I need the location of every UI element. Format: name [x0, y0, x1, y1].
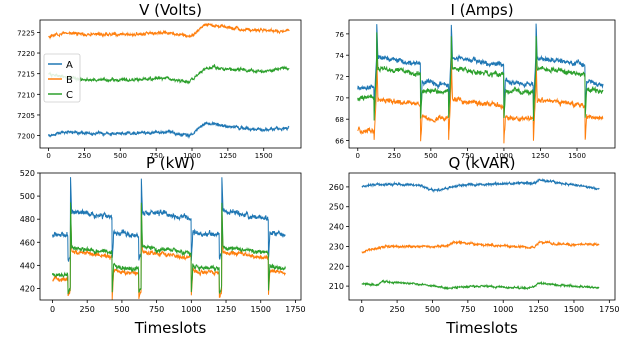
legend-label-b: B	[66, 75, 73, 86]
y-tick-label: 480	[20, 215, 35, 224]
x-axis-label: Timeslots	[134, 319, 207, 337]
legend-label-c: C	[66, 90, 73, 101]
series-line-c	[361, 279, 600, 291]
x-tick-label: 250	[388, 152, 401, 160]
axes-frame	[348, 19, 616, 149]
panel-voltage: 0 250 500 750 1000 1250 1500 7200 7205 7210 7215 72…	[17, 1, 302, 160]
x-axis-label: Timeslots	[445, 319, 518, 337]
series-line-a	[51, 177, 286, 262]
y-tick-label: 66	[335, 138, 344, 146]
series-line-c	[51, 202, 286, 295]
series-line-c	[48, 63, 290, 85]
x-tick-label: 0	[50, 305, 55, 314]
panel-title: P (kW)	[146, 154, 195, 172]
y-tick-label: 240	[329, 223, 344, 232]
x-tick-label: 750	[149, 305, 164, 314]
x-tick-label: 750	[149, 152, 162, 160]
axes-frame	[39, 19, 302, 149]
x-tick-label: 750	[460, 305, 475, 314]
x-tick-label: 1250	[528, 305, 548, 314]
y-tick-label: 520	[20, 169, 35, 178]
series-line-b	[357, 54, 604, 144]
y-tick-label: 260	[329, 183, 344, 192]
x-tick-label: 1500	[564, 305, 584, 314]
x-tick-label: 250	[80, 305, 95, 314]
x-tick-label: 0	[356, 152, 360, 160]
y-tick-label: 230	[329, 242, 344, 251]
y-tick-label: 7200	[17, 133, 35, 141]
x-tick-label: 500	[114, 152, 127, 160]
y-tick-label: 68	[335, 116, 344, 124]
axes-frame	[39, 172, 302, 301]
y-tick-label: 7205	[17, 112, 35, 120]
panel-title: V (Volts)	[139, 1, 202, 19]
series-line-b	[361, 239, 600, 254]
y-tick-label: 460	[20, 238, 35, 247]
x-tick-label: 0	[359, 305, 364, 314]
panel-current: 0 250 500 750 1000 1250 1500 66 68 70 72 74 76 I (Amp…	[335, 1, 616, 160]
x-tick-label: 1000	[181, 305, 201, 314]
y-tick-label: 440	[20, 261, 35, 270]
panel-power: 0 250 500 750 1000 1250 1500 1750 420 440 460 480 50…	[20, 154, 306, 337]
panel-title: I (Amps)	[450, 1, 513, 19]
x-tick-label: 1250	[532, 152, 550, 160]
x-tick-label: 1000	[183, 152, 201, 160]
x-tick-label: 750	[461, 152, 474, 160]
y-tick-label: 7215	[17, 71, 35, 79]
x-tick-label: 250	[389, 305, 404, 314]
y-tick-label: 72	[335, 74, 344, 82]
y-tick-label: 7225	[17, 29, 35, 37]
x-tick-label: 1750	[285, 305, 305, 314]
x-tick-label: 1250	[216, 305, 236, 314]
y-tick-label: 250	[329, 203, 344, 212]
y-tick-label: 420	[20, 284, 35, 293]
y-tick-label: 7210	[17, 91, 35, 99]
x-tick-label: 1000	[495, 152, 513, 160]
y-tick-label: 500	[20, 192, 35, 201]
x-tick-label: 500	[114, 305, 129, 314]
x-tick-label: 500	[425, 305, 440, 314]
x-tick-label: 1500	[255, 152, 273, 160]
y-tick-label: 70	[335, 95, 344, 103]
y-tick-label: 210	[329, 282, 344, 291]
x-tick-label: 1000	[493, 305, 513, 314]
y-tick-label: 76	[335, 31, 344, 39]
y-tick-label: 220	[329, 262, 344, 271]
x-tick-label: 1500	[568, 152, 586, 160]
x-tick-label: 1250	[219, 152, 237, 160]
x-tick-label: 0	[46, 152, 50, 160]
axes-frame	[348, 172, 616, 301]
series-line-c	[357, 32, 604, 121]
y-tick-label: 74	[335, 52, 344, 60]
x-tick-label: 500	[424, 152, 437, 160]
series-line-a	[361, 177, 600, 194]
series-line-a	[48, 120, 290, 140]
series-line-b	[52, 205, 286, 300]
series-line-b	[48, 22, 290, 40]
legend-box	[43, 53, 81, 103]
x-tick-label: 1500	[251, 305, 271, 314]
x-tick-label: 1750	[599, 305, 619, 314]
x-tick-label: 250	[78, 152, 91, 160]
y-tick-label: 7220	[17, 50, 35, 58]
series-line-a	[357, 23, 604, 110]
panel-title: Q (kVAR)	[449, 154, 516, 172]
legend-label-a: A	[66, 60, 73, 71]
panel-reactive-power: 0 250 500 750 1000 1250 1500 1750 210 220 230 240 25…	[329, 154, 620, 337]
